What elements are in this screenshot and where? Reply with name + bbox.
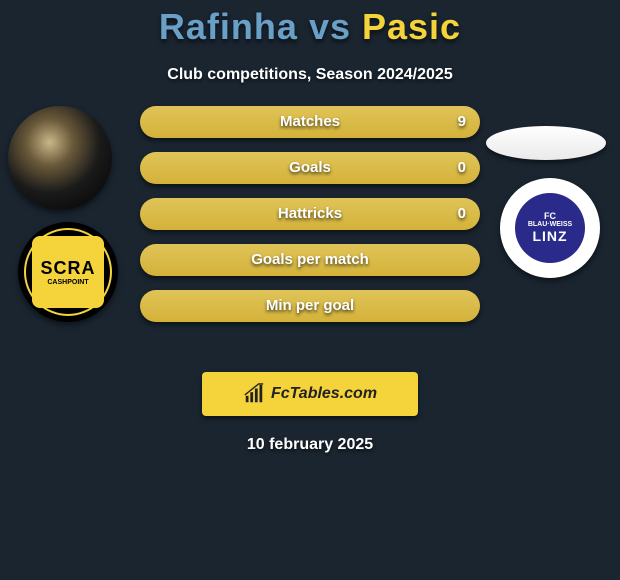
stat-label: Goals: [140, 152, 480, 184]
club-right-inner: FC BLAU·WEISS LINZ: [515, 193, 585, 263]
player-right-avatar: [486, 126, 606, 160]
stat-label: Hattricks: [140, 198, 480, 230]
chart-icon: [243, 383, 265, 405]
brand-badge[interactable]: FcTables.com: [202, 372, 418, 416]
comparison-area: SCRA CASHPOINT FC BLAU·WEISS LINZ Matche…: [0, 106, 620, 366]
club-right-badge: FC BLAU·WEISS LINZ: [500, 178, 600, 278]
club-left-ring: [24, 228, 112, 316]
title-vs: vs: [309, 6, 351, 47]
date-text: 10 february 2025: [0, 436, 620, 454]
stat-label: Matches: [140, 106, 480, 138]
player-left-avatar: [8, 106, 112, 210]
stat-bar: Min per goal: [140, 290, 480, 322]
stat-value: 0: [458, 198, 466, 230]
stat-value: 0: [458, 152, 466, 184]
subtitle: Club competitions, Season 2024/2025: [0, 66, 620, 84]
club-left-badge: SCRA CASHPOINT: [18, 222, 118, 322]
stat-bar: Matches 9: [140, 106, 480, 138]
title-left: Rafinha: [159, 6, 298, 47]
stat-label: Min per goal: [140, 290, 480, 322]
stat-label: Goals per match: [140, 244, 480, 276]
stat-bar: Hattricks 0: [140, 198, 480, 230]
club-right-line1: FC: [544, 212, 556, 222]
stat-bar: Goals 0: [140, 152, 480, 184]
stat-bar: Goals per match: [140, 244, 480, 276]
brand-text: FcTables.com: [271, 385, 377, 403]
club-right-line3: LINZ: [532, 229, 567, 244]
title-right: Pasic: [362, 6, 461, 47]
stat-bars: Matches 9 Goals 0 Hattricks 0 Goals per …: [140, 106, 480, 336]
page-title: Rafinha vs Pasic: [0, 0, 620, 48]
stat-value: 9: [458, 106, 466, 138]
